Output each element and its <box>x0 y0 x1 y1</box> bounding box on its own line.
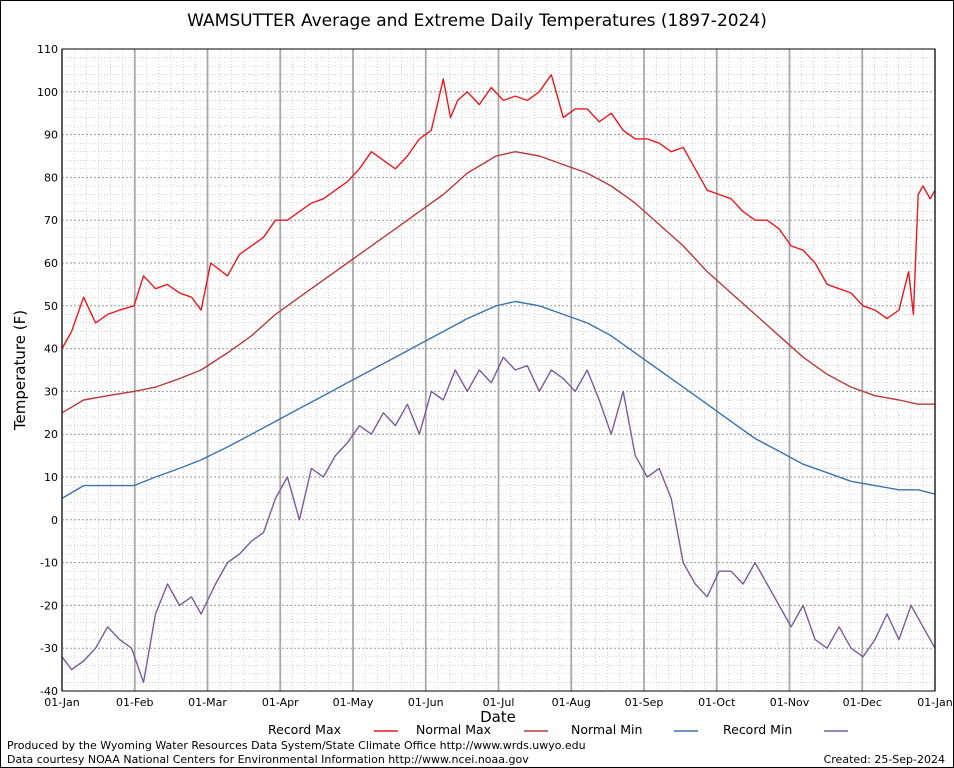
legend-label-normal-max: Normal Max <box>416 722 491 737</box>
series-layer <box>61 73 936 684</box>
y-tick-label: 40 <box>44 343 58 356</box>
x-tick-label: 01-Jan <box>917 696 953 709</box>
footer-created-date: Created: 25-Sep-2024 <box>824 753 945 766</box>
x-tick-label: 01-Feb <box>116 696 153 709</box>
minor-gridlines <box>62 49 935 691</box>
plot-border <box>61 48 936 692</box>
y-tick-label: -40 <box>40 685 58 698</box>
y-tick-label: 80 <box>44 171 58 184</box>
series-line-normal-max <box>61 150 935 414</box>
legend-label-record-max: Record Max <box>268 722 341 737</box>
y-tick-label: 60 <box>44 257 58 270</box>
x-tick-label: 01-Jun <box>408 696 444 709</box>
x-axis-ticks: 01-Jan 01-Feb 01-Mar 01-Apr 01-May 01-Jun 01-J… <box>44 696 953 709</box>
x-tick-label: 01-Aug <box>552 696 591 709</box>
legend-label-normal-min: Normal Min <box>571 722 642 737</box>
y-tick-label: 0 <box>51 514 58 527</box>
x-tick-label: 01-Oct <box>698 696 736 709</box>
legend: Record Max Normal Max Normal Min Record … <box>268 722 848 737</box>
y-tick-label: 10 <box>44 471 58 484</box>
y-tick-label: -20 <box>40 599 58 612</box>
x-tick-label: 01-Mar <box>188 696 227 709</box>
footer-produced-by: Produced by the Wyoming Water Resources … <box>7 739 586 752</box>
y-tick-label: -10 <box>40 557 58 570</box>
x-tick-label: 01-Nov <box>770 696 810 709</box>
y-axis-label: Temperature (F) <box>11 310 29 431</box>
x-tick-label: 01-May <box>333 696 374 709</box>
y-tick-label: 110 <box>37 43 58 56</box>
chart-title: WAMSUTTER Average and Extreme Daily Temp… <box>187 11 767 31</box>
y-tick-label: -30 <box>40 642 58 655</box>
y-tick-label: 70 <box>44 214 58 227</box>
y-tick-label: 90 <box>44 129 58 142</box>
y-tick-label: 20 <box>44 428 58 441</box>
y-tick-label: 30 <box>44 385 58 398</box>
series-line-record-max <box>61 73 936 349</box>
x-tick-label: 01-Jul <box>483 696 515 709</box>
series-line-record-min <box>61 356 936 684</box>
plot-border-rect <box>61 48 936 692</box>
x-tick-label: 01-Jan <box>44 696 80 709</box>
footer-data-courtesy: Data courtesy NOAA National Centers for … <box>7 753 529 766</box>
legend-label-record-min: Record Min <box>723 722 792 737</box>
y-tick-label: 50 <box>44 300 58 313</box>
y-tick-label: 100 <box>37 86 58 99</box>
series-line-normal-min <box>61 300 936 500</box>
x-tick-label: 01-Dec <box>843 696 882 709</box>
x-tick-label: 01-Sep <box>625 696 664 709</box>
x-axis-label: Date <box>480 708 516 726</box>
x-tick-label: 01-Apr <box>262 696 299 709</box>
